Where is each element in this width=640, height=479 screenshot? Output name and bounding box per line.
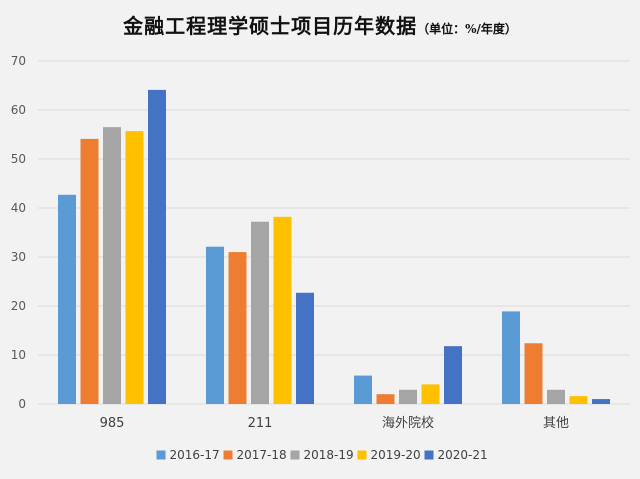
bar-2016-17-211 xyxy=(206,246,224,404)
chart-title: 金融工程理学硕士项目历年数据（单位：%/年度） xyxy=(0,10,640,39)
x-tick-label: 211 xyxy=(248,416,273,431)
y-tick-label: 30 xyxy=(11,250,26,264)
chart-title-unit: （单位：%/年度） xyxy=(417,22,517,36)
bar-2018-19-其他 xyxy=(547,389,565,404)
bar-2016-17-其他 xyxy=(502,311,520,404)
y-tick-label: 20 xyxy=(11,299,26,313)
legend-swatch xyxy=(223,450,233,460)
bar-2019-20-其他 xyxy=(569,396,588,404)
bar-2019-20-211 xyxy=(273,216,292,404)
y-tick-label: 0 xyxy=(18,397,26,411)
bar-2018-19-211 xyxy=(251,221,269,404)
bar-2019-20-海外院校 xyxy=(421,384,440,404)
y-tick-label: 40 xyxy=(11,201,26,215)
bar-2017-18-其他 xyxy=(524,343,543,404)
legend-label: 2016-17 xyxy=(170,448,220,462)
legend-label: 2017-18 xyxy=(237,448,287,462)
bar-2020-21-211 xyxy=(296,292,314,404)
bar-2017-18-985 xyxy=(80,138,99,404)
y-tick-label: 50 xyxy=(11,152,26,166)
bar-2020-21-其他 xyxy=(592,399,610,404)
legend-swatch xyxy=(424,450,434,460)
legend-label: 2020-21 xyxy=(438,448,488,462)
y-tick-label: 70 xyxy=(11,54,26,68)
bar-2019-20-985 xyxy=(125,131,144,404)
bar-2020-21-海外院校 xyxy=(444,346,462,404)
bar-2016-17-985 xyxy=(58,194,76,404)
bar-2018-19-海外院校 xyxy=(399,389,417,404)
y-tick-label: 60 xyxy=(11,103,26,117)
bar-2016-17-海外院校 xyxy=(354,375,372,404)
x-tick-label: 985 xyxy=(100,416,125,431)
y-tick-label: 10 xyxy=(11,348,26,362)
legend-swatch xyxy=(290,450,300,460)
bar-2018-19-985 xyxy=(103,127,121,405)
legend-label: 2019-20 xyxy=(371,448,421,462)
legend-swatch xyxy=(156,450,166,460)
x-tick-label: 其他 xyxy=(543,416,569,431)
legend-swatch xyxy=(357,450,367,460)
chart-title-main: 金融工程理学硕士项目历年数据 xyxy=(123,14,418,38)
bar-2020-21-985 xyxy=(148,89,166,404)
bar-2017-18-海外院校 xyxy=(376,394,395,404)
x-tick-label: 海外院校 xyxy=(382,415,434,431)
legend-label: 2018-19 xyxy=(304,448,354,462)
bar-2017-18-211 xyxy=(228,252,247,404)
